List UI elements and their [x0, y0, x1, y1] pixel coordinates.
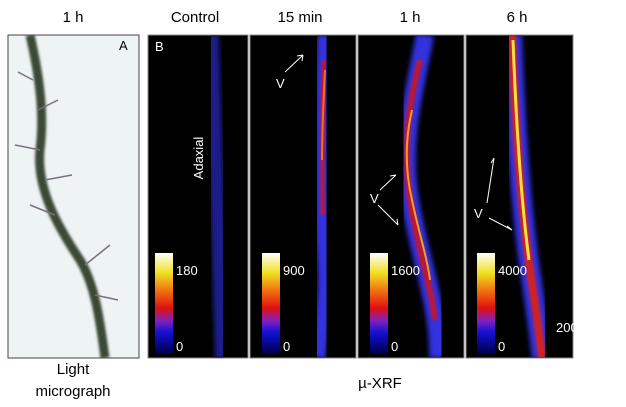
caption: Light [57, 361, 90, 378]
arrows [284, 54, 513, 231]
xrf-map [397, 35, 448, 358]
colorbar-max: 900 [283, 263, 305, 278]
colorbar [477, 253, 495, 353]
xrf-map [310, 35, 334, 358]
xrf-panels: B Adaxial V V V 180 0 900 0 1600 0 4000 … [147, 34, 600, 359]
colorbar-min: 0 [498, 339, 505, 354]
colorbar-min: 0 [283, 339, 290, 354]
column-header: 1 h [400, 9, 421, 26]
colorbar-max: 4000 [498, 263, 527, 278]
column-header: 6 h [507, 9, 528, 26]
column-header: 1 h [63, 9, 84, 26]
colorbar [370, 253, 388, 353]
colorbar-max: 1600 [391, 263, 420, 278]
panel-letter: B [155, 39, 164, 54]
colorbar [262, 253, 280, 353]
colorbar [155, 253, 173, 353]
panel-letter: A [119, 38, 128, 53]
column-header: 15 min [277, 9, 322, 26]
caption: micrograph [35, 383, 110, 400]
xrf-map [502, 35, 552, 358]
panel-frame [7, 34, 140, 359]
colorbar-min: 0 [391, 339, 398, 354]
arrow-label: V [370, 191, 379, 206]
arrow-label: V [474, 206, 483, 221]
root-image [14, 35, 119, 358]
scale-bar [577, 344, 599, 348]
caption: µ-XRF [358, 375, 402, 392]
column-header: Control [171, 9, 219, 26]
side-label: Adaxial [191, 137, 206, 180]
colorbar-max: 180 [176, 263, 198, 278]
arrow-label: V [276, 76, 285, 91]
xrf-map [205, 35, 229, 358]
light-micrograph-panel: A [7, 34, 140, 359]
colorbar-min: 0 [176, 339, 183, 354]
scale-bar-label: 200 µm [556, 320, 600, 335]
